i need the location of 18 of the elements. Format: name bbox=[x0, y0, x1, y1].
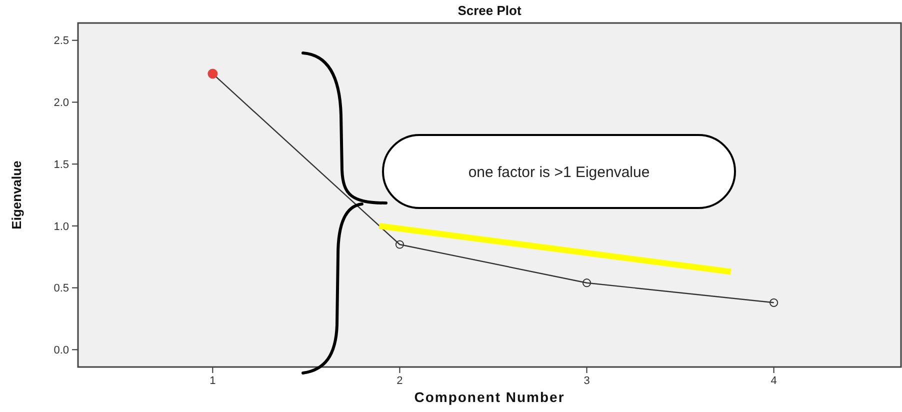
y-tick-label: 0.5 bbox=[54, 282, 69, 295]
x-tick-label: 1 bbox=[210, 375, 216, 387]
point bbox=[770, 298, 778, 307]
chart-title: Scree Plot bbox=[458, 3, 522, 18]
annotation: one factor is >1 Eigenvalue bbox=[468, 164, 650, 181]
y-tick-label: 0.0 bbox=[54, 344, 69, 357]
x-tick-label: 4 bbox=[770, 375, 777, 387]
y-axis-title: Eigenvalue bbox=[9, 160, 24, 230]
x-axis-title: Component Number bbox=[414, 389, 565, 405]
x-tick-label: 2 bbox=[396, 375, 403, 387]
y-tick-label: 1.0 bbox=[54, 220, 69, 233]
point bbox=[208, 68, 218, 79]
y-tick-label: 1.5 bbox=[54, 158, 69, 171]
y-tick-label: 2.5 bbox=[54, 35, 69, 48]
point bbox=[582, 278, 592, 288]
x-tick-label: 3 bbox=[584, 375, 590, 387]
y-tick-label: 2.0 bbox=[54, 97, 69, 110]
point bbox=[395, 240, 404, 249]
